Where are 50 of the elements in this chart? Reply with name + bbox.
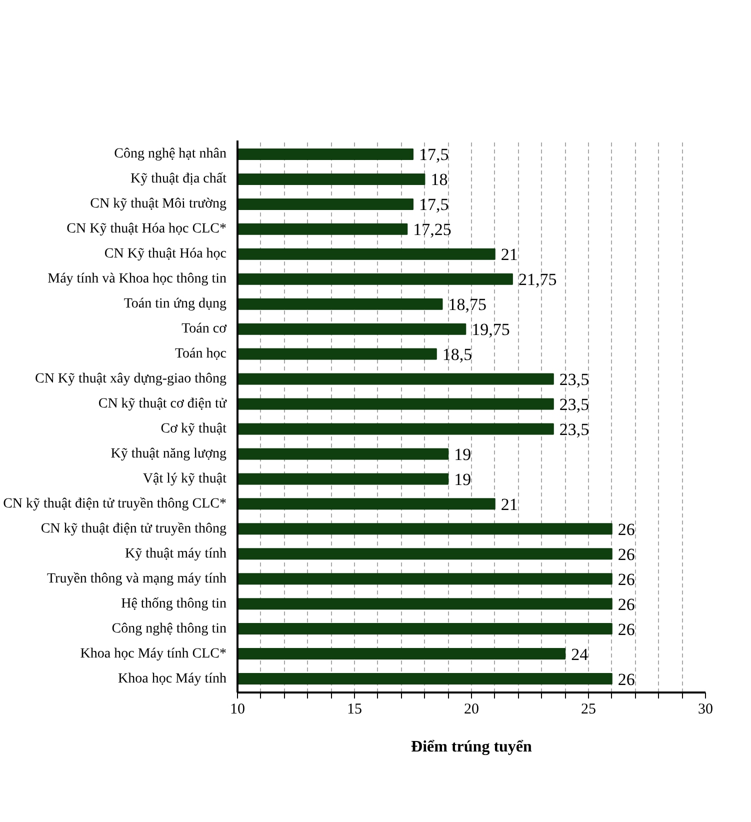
data-label: 17,5	[419, 195, 449, 214]
data-label: 21	[500, 245, 518, 264]
y-tick-label: Cơ kỹ thuật	[160, 421, 227, 436]
x-tick-label: 25	[581, 702, 596, 718]
y-tick-label: Kỹ thuật máy tính	[125, 546, 227, 562]
data-label: 23,5	[559, 395, 590, 414]
x-tick-label: 20	[464, 702, 479, 718]
y-tick-label: CN Kỹ thuật xây dựng-giao thông	[34, 372, 227, 387]
data-label: 18	[430, 170, 448, 190]
y-tick-label: Kỹ thuật địa chất	[130, 172, 227, 187]
y-tick-label: Vật lý kỹ thuật	[142, 471, 227, 486]
data-label: 18,5	[442, 345, 472, 364]
y-tick-label: Truyền thông và mạng máy tính	[46, 571, 227, 586]
y-tick-label: Toán cơ	[182, 322, 228, 337]
y-tick-label: CN kỹ thuật Môi trường	[90, 196, 227, 212]
y-tick-label: Kỹ thuật năng lượng	[110, 446, 227, 462]
data-label: 26	[618, 594, 635, 614]
data-label: 26	[618, 520, 635, 539]
data-label: 26	[618, 570, 635, 589]
data-label: 17,25	[413, 220, 452, 240]
y-tick-label: Toán học	[175, 346, 227, 362]
data-label: 19	[454, 470, 472, 489]
data-label: 23,5	[559, 370, 590, 390]
data-label: 23,5	[559, 420, 590, 439]
y-tick-label: Khoa học Máy tính CLC*	[80, 646, 227, 662]
data-label: 24	[571, 644, 589, 664]
y-tick-label: CN kỹ thuật cơ điện tử	[98, 396, 227, 412]
y-tick-label: Công nghệ hạt nhân	[114, 146, 227, 162]
y-tick-label: CN kỹ thuật điện tử truyền thông	[40, 521, 227, 536]
data-label: 21	[500, 494, 518, 514]
y-tick-label: Máy tính và Khoa học thông tin	[48, 272, 227, 287]
data-label: 19	[454, 444, 472, 464]
y-tick-label: Hệ thống thông tin	[121, 596, 227, 612]
data-label: 26	[618, 544, 635, 564]
x-axis-title: Điểm trúng tuyển	[411, 738, 532, 756]
x-tick-label: 30	[698, 702, 713, 718]
data-label: 18,75	[448, 295, 486, 314]
data-label: 26	[618, 620, 635, 639]
data-label: 19,75	[472, 320, 510, 340]
y-tick-label: CN Kỹ thuật Hóa học	[104, 246, 227, 262]
data-label: 21,75	[518, 270, 557, 290]
y-tick-label: Khoa học Máy tính	[118, 671, 227, 686]
y-tick-label: Toán tin ứng dụng	[124, 296, 226, 312]
x-tick-label: 10	[230, 702, 245, 718]
y-tick-label: CN Kỹ thuật Hóa học CLC*	[66, 222, 227, 237]
x-tick-label: 15	[347, 702, 362, 718]
data-label: 17,5	[419, 145, 449, 164]
y-tick-label: Công nghệ thông tin	[112, 621, 227, 636]
y-tick-label: CN kỹ thuật điện tử truyền thông CLC*	[3, 496, 226, 512]
data-label: 26	[618, 670, 635, 689]
